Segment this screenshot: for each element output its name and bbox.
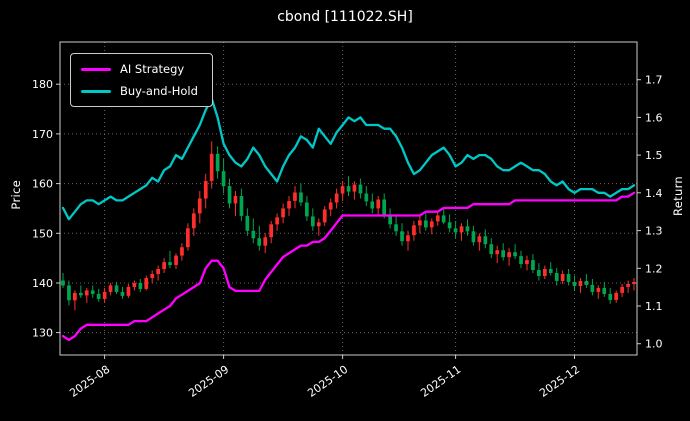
y-axis-label-return: Return <box>671 176 685 216</box>
return-tick-label: 1.6 <box>645 111 663 124</box>
date-tick-label: 2025-10 <box>305 363 350 400</box>
price-tick-label: 140 <box>32 277 53 290</box>
price-tick-label: 160 <box>32 178 53 191</box>
legend-item-ai-strategy: AI Strategy <box>81 62 198 76</box>
date-tick-label: 2025-09 <box>186 363 231 400</box>
date-tick-label: 2025-12 <box>537 363 582 400</box>
buyhold-line-swatch <box>81 89 111 93</box>
date-tick-label: 2025-11 <box>418 363 463 400</box>
return-tick-label: 1.1 <box>645 300 663 313</box>
date-tick-label: 2025-08 <box>67 363 112 400</box>
y-axis-label-price: Price <box>9 180 23 210</box>
price-tick-label: 180 <box>32 78 53 91</box>
axis-ticks <box>56 79 641 359</box>
buyhold-line <box>61 97 636 221</box>
candlestick-series <box>61 141 636 311</box>
return-tick-label: 1.2 <box>645 262 663 275</box>
return-tick-label: 1.7 <box>645 74 663 87</box>
axis-tick-labels: 130 140 150 160 170 180 1.0 1.1 1.2 1.3 1.4 1.5 1.6 1… <box>32 74 663 400</box>
return-tick-label: 1.3 <box>645 225 663 238</box>
return-tick-label: 1.0 <box>645 338 663 351</box>
return-tick-label: 1.4 <box>645 187 663 200</box>
chart-title: cbond [111022.SH] <box>277 9 413 25</box>
legend: AI Strategy Buy-and-Hold <box>70 53 213 107</box>
legend-item-buy-and-hold: Buy-and-Hold <box>81 84 198 98</box>
return-tick-label: 1.5 <box>645 149 663 162</box>
legend-label-buy-and-hold: Buy-and-Hold <box>120 84 198 98</box>
strategy-line-swatch <box>81 67 111 71</box>
plot-border <box>59 41 638 356</box>
strategy-line <box>61 191 636 342</box>
price-tick-label: 130 <box>32 327 53 340</box>
legend-label-ai-strategy: AI Strategy <box>120 62 185 76</box>
price-tick-label: 150 <box>32 227 53 240</box>
price-tick-label: 170 <box>32 128 53 141</box>
